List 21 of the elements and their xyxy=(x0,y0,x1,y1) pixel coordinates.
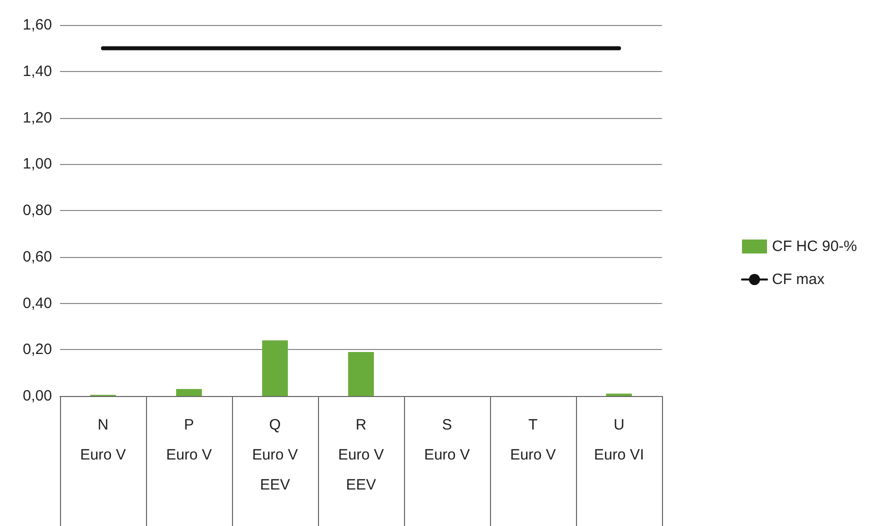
y-tick-label: 0,40 xyxy=(22,294,52,312)
y-tick-label: 1,60 xyxy=(22,16,52,34)
x-tick-label: R Euro V EEV xyxy=(338,416,384,494)
y-tick-label: 1,40 xyxy=(22,62,52,80)
x-tick-label: S Euro V xyxy=(424,416,470,464)
bar xyxy=(348,352,374,396)
y-tick-label: 0,80 xyxy=(22,202,52,219)
y-tick-label: 1,00 xyxy=(22,156,52,173)
x-tick-label: Q Euro V EEV xyxy=(252,416,298,494)
bar xyxy=(262,340,288,396)
legend-label: CF HC 90-% xyxy=(772,238,858,255)
x-tick-label: P Euro V xyxy=(166,416,212,464)
y-tick-label: 0,60 xyxy=(22,248,52,266)
x-tick-label: U Euro VI xyxy=(594,416,644,464)
x-tick-label: T Euro V xyxy=(510,416,556,464)
y-tick-label: 1,20 xyxy=(22,109,52,126)
legend-label: CF max xyxy=(772,271,825,288)
bar xyxy=(176,389,202,396)
y-tick-label: 0,00 xyxy=(22,388,52,404)
y-tick-label: 0,20 xyxy=(22,341,52,358)
x-tick-label: N Euro V xyxy=(80,416,126,464)
